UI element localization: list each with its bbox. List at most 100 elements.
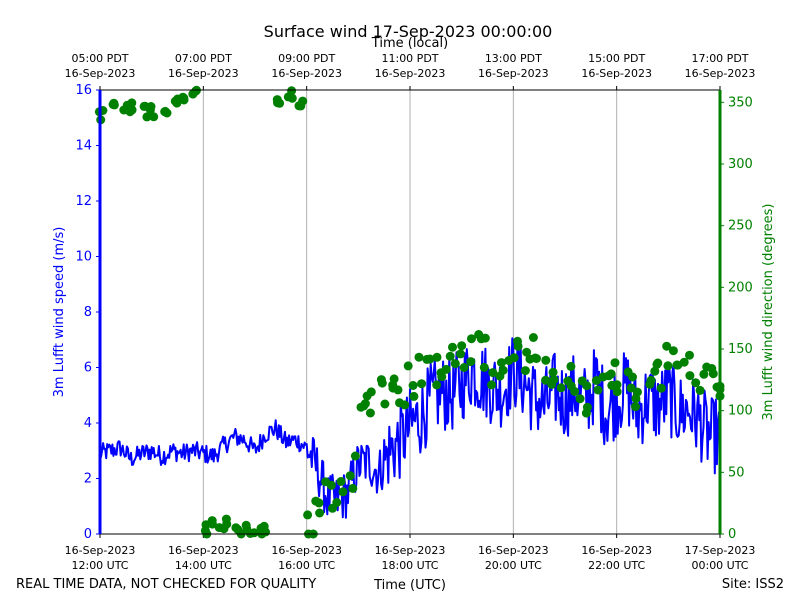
wind-direction-point xyxy=(652,359,662,369)
wind-direction-point xyxy=(541,355,551,365)
left-axis-ticks: 0 2 4 6 8 10 12 14 16 xyxy=(75,83,100,542)
wind-direction-point xyxy=(695,385,705,395)
chart-title: Surface wind 17-Sep-2023 00:00:00 xyxy=(264,22,553,41)
wind-direction-point xyxy=(513,336,522,346)
wind-direction-point xyxy=(314,498,324,508)
wind-direction-point xyxy=(679,357,689,367)
wind-direction-point xyxy=(259,521,269,531)
wind-direction-point xyxy=(610,358,620,368)
left-tick-label: 2 xyxy=(84,472,92,487)
wind-direction-point xyxy=(160,107,170,117)
wind-direction-point xyxy=(409,391,419,401)
wind-direction-point xyxy=(487,380,497,390)
wind-direction-point xyxy=(448,342,457,352)
top-tick-date: 16-Sep-2023 xyxy=(478,67,549,80)
wind-direction-point xyxy=(685,371,695,381)
wind-direction-point xyxy=(459,363,469,372)
wind-direction-point xyxy=(699,369,709,379)
wind-direction-point xyxy=(691,378,701,388)
wind-direction-point xyxy=(389,374,399,384)
wind-direction-point xyxy=(332,498,342,507)
wind-direction-point xyxy=(350,451,360,461)
wind-direction-point xyxy=(321,477,331,487)
left-axis-label: 3m Lufft wind speed (m/s) xyxy=(52,227,67,398)
top-tick-date: 16-Sep-2023 xyxy=(168,67,239,80)
wind-direction-point xyxy=(445,351,455,361)
right-tick-label: 150 xyxy=(728,342,753,357)
wind-direction-point xyxy=(222,519,232,529)
wind-direction-point xyxy=(142,112,152,122)
left-tick-label: 10 xyxy=(75,250,92,265)
bottom-tick-date: 17-Sep-2023 xyxy=(685,544,756,557)
wind-direction-point xyxy=(663,361,673,371)
bottom-tick-time: 22:00 UTC xyxy=(588,559,645,572)
wind-direction-point xyxy=(457,341,467,351)
wind-direction-point xyxy=(563,376,573,386)
bottom-tick-date: 16-Sep-2023 xyxy=(168,544,239,557)
wind-direction-point xyxy=(522,347,532,357)
wind-direction-point xyxy=(380,399,390,409)
bottom-tick-time: 00:00 UTC xyxy=(691,559,748,572)
wind-direction-point xyxy=(356,402,366,412)
top-tick-date: 16-Sep-2023 xyxy=(581,67,652,80)
wind-direction-point xyxy=(125,107,135,117)
wind-direction-point xyxy=(273,98,282,108)
left-tick-label: 14 xyxy=(75,139,92,154)
wind-direction-point xyxy=(623,367,633,377)
wind-direction-point xyxy=(146,102,156,111)
wind-direction-point xyxy=(200,526,210,536)
wind-direction-point xyxy=(393,385,403,395)
top-tick-date: 16-Sep-2023 xyxy=(271,67,342,80)
wind-direction-point xyxy=(646,375,656,385)
right-axis-label: 3m Lufft wind direction (degrees) xyxy=(761,204,776,421)
left-tick-label: 16 xyxy=(75,83,92,98)
wind-direction-point xyxy=(612,380,622,390)
bottom-tick-date: 16-Sep-2023 xyxy=(65,544,136,557)
left-tick-label: 8 xyxy=(84,305,92,320)
top-tick-time: 09:00 PDT xyxy=(278,52,335,65)
wind-direction-point xyxy=(432,380,442,390)
wind-direction-point xyxy=(172,98,182,108)
wind-direction-point xyxy=(520,366,530,376)
right-axis-ticks: 0 50 100 150 200 250 300 350 xyxy=(720,95,753,542)
top-tick-date: 16-Sep-2023 xyxy=(375,67,446,80)
right-tick-label: 50 xyxy=(728,465,745,480)
top-axis-label: Time (local) xyxy=(371,36,448,51)
wind-direction-point xyxy=(668,346,678,356)
left-tick-label: 4 xyxy=(84,416,92,431)
wind-direction-point xyxy=(437,372,447,382)
wind-direction-point xyxy=(149,112,159,122)
site-footer: Site: ISS2 xyxy=(722,577,784,592)
wind-direction-point xyxy=(425,354,435,364)
wind-direction-point xyxy=(549,375,559,385)
wind-direction-point xyxy=(296,101,306,111)
wind-direction-point xyxy=(179,95,189,105)
bottom-tick-date: 16-Sep-2023 xyxy=(375,544,446,557)
wind-direction-point xyxy=(476,334,486,344)
wind-direction-point xyxy=(593,385,603,395)
quality-footer: REAL TIME DATA, NOT CHECKED FOR QUALITY xyxy=(16,577,316,592)
wind-direction-point xyxy=(400,400,410,410)
left-tick-label: 12 xyxy=(75,194,92,209)
wind-direction-point xyxy=(336,477,346,486)
wind-direction-point xyxy=(365,408,375,418)
wind-direction-point xyxy=(127,98,137,108)
wind-direction-points xyxy=(94,85,725,539)
wind-direction-point xyxy=(287,93,297,103)
wind-direction-point xyxy=(414,352,424,362)
wind-direction-point xyxy=(376,375,386,385)
wind-direction-point xyxy=(556,383,566,393)
wind-direction-point xyxy=(108,100,118,109)
wind-direction-point xyxy=(362,391,372,401)
bottom-tick-date: 16-Sep-2023 xyxy=(478,544,549,557)
top-tick-time: 07:00 PDT xyxy=(175,52,232,65)
wind-direction-point xyxy=(656,383,666,393)
top-tick-time: 05:00 PDT xyxy=(71,52,128,65)
wind-direction-point xyxy=(582,402,592,412)
wind-direction-point xyxy=(456,349,465,359)
wind-direction-point xyxy=(528,333,538,342)
wind-direction-point xyxy=(650,366,660,376)
wind-direction-point xyxy=(417,379,427,389)
wind-direction-point xyxy=(488,368,498,378)
wind-direction-point xyxy=(685,350,694,360)
